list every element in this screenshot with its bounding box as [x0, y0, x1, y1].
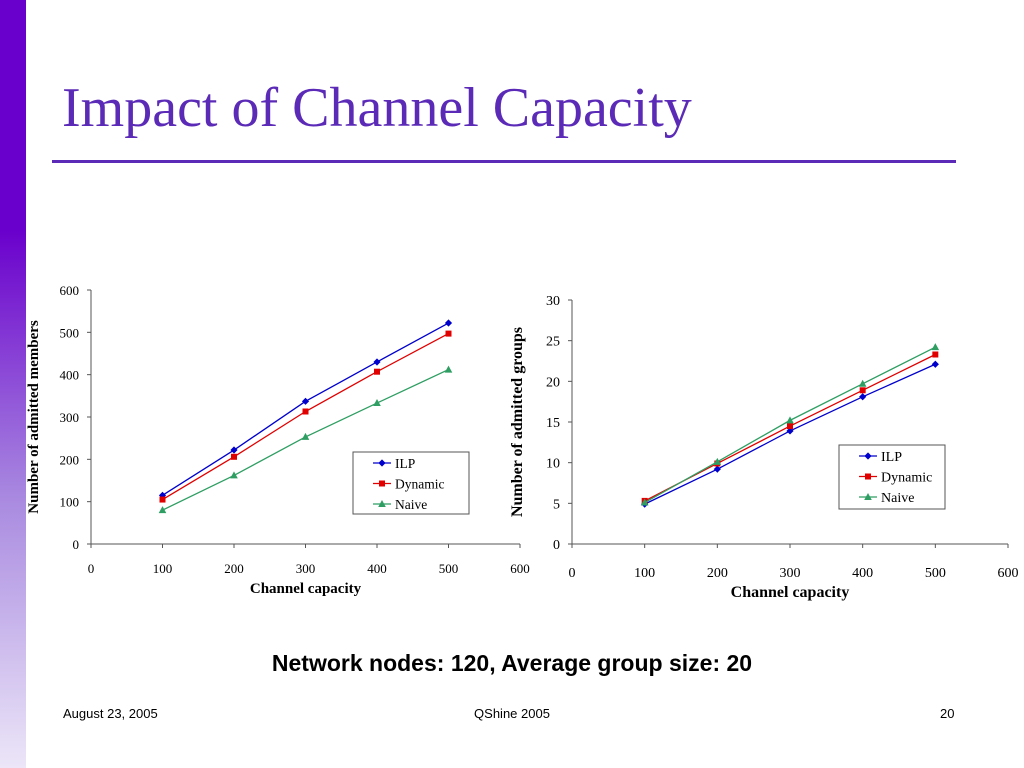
x-tick-label: 0: [88, 561, 95, 576]
y-tick-label: 500: [60, 325, 80, 340]
legend-box: [838, 444, 946, 510]
data-point-ilp: [301, 397, 310, 405]
x-tick-label: 600: [998, 566, 1019, 581]
slide-number: 20: [940, 706, 955, 721]
y-tick-label: 200: [60, 452, 80, 467]
x-tick-label: 200: [707, 566, 728, 581]
x-axis-label: Channel capacity: [731, 584, 850, 601]
legend-label: ILP: [395, 456, 415, 471]
y-tick-label: 0: [73, 537, 80, 552]
x-tick-label: 0: [569, 566, 576, 581]
y-axis-label: Number of admitted groups: [509, 327, 526, 517]
legend-marker: [378, 459, 386, 467]
data-point-dynamic: [932, 351, 939, 358]
admitted-members-chart: 0 100 200 300 400 500 600 0 100 200 300 400 500 600 Ch…: [26, 283, 530, 597]
y-tick-label: 400: [60, 368, 80, 383]
legend-label: Naive: [395, 497, 427, 512]
data-point-naive: [444, 365, 453, 373]
legend-label: Dynamic: [395, 477, 445, 492]
data-point-dynamic: [302, 408, 309, 415]
data-point-dynamic: [159, 496, 166, 503]
y-tick-label: 100: [60, 495, 80, 510]
footer-conference: QShine 2005: [474, 706, 550, 721]
data-point-naive: [931, 343, 940, 351]
data-point-dynamic: [445, 330, 452, 337]
data-point-naive: [373, 399, 381, 407]
legend-marker: [378, 500, 386, 507]
legend-label: Dynamic: [881, 471, 932, 486]
data-point-ilp: [230, 446, 238, 454]
data-point-dynamic: [787, 423, 793, 430]
x-tick-label: 300: [296, 561, 316, 576]
y-tick-label: 5: [553, 497, 560, 512]
data-point-dynamic: [859, 387, 866, 394]
y-tick-label: 25: [546, 335, 560, 350]
data-point-ilp: [713, 465, 721, 473]
y-tick-label: 20: [546, 375, 560, 390]
data-point-naive: [230, 471, 238, 479]
data-point-naive: [301, 432, 310, 440]
x-tick-label: 100: [153, 561, 173, 576]
y-tick-label: 300: [60, 410, 80, 425]
y-tick-label: 600: [60, 283, 80, 298]
x-axis-label: Channel capacity: [250, 581, 362, 597]
legend-marker: [864, 452, 872, 460]
x-tick-label: 600: [510, 561, 530, 576]
x-tick-label: 400: [852, 566, 873, 581]
x-tick-label: 100: [634, 566, 655, 581]
data-point-ilp: [158, 491, 167, 499]
y-tick-label: 15: [546, 416, 560, 431]
title-underline: [52, 160, 956, 163]
legend-label: ILP: [881, 450, 902, 465]
y-tick-label: 0: [553, 538, 560, 553]
data-point-dynamic: [374, 368, 380, 375]
data-point-ilp: [931, 360, 939, 368]
data-point-ilp: [786, 427, 794, 435]
legend-label: Naive: [881, 491, 914, 506]
slide-title: Impact of Channel Capacity: [62, 77, 692, 139]
footer-date: August 23, 2005: [63, 706, 158, 721]
sidebar-gradient-bar: [0, 0, 26, 768]
network-params-caption: Network nodes: 120, Average group size: …: [271, 650, 753, 676]
legend-marker: [864, 493, 872, 500]
x-tick-label: 300: [780, 566, 801, 581]
data-point-naive: [713, 457, 722, 465]
x-tick-label: 500: [439, 561, 459, 576]
data-point-dynamic: [231, 453, 237, 460]
data-point-naive: [858, 379, 867, 387]
y-tick-label: 10: [546, 457, 560, 472]
x-tick-label: 500: [925, 566, 946, 581]
legend-marker: [865, 473, 871, 480]
x-tick-label: 400: [367, 561, 387, 576]
data-point-naive: [786, 416, 794, 424]
data-point-ilp: [444, 319, 453, 327]
data-point-ilp: [859, 393, 867, 401]
legend-box: [352, 451, 470, 515]
legend-marker: [379, 480, 385, 487]
data-point-naive: [158, 506, 167, 514]
x-tick-label: 200: [224, 561, 244, 576]
y-axis-label: Number of admitted members: [26, 320, 42, 514]
data-point-ilp: [373, 358, 381, 366]
y-tick-label: 30: [546, 294, 560, 309]
data-point-naive: [640, 498, 649, 506]
